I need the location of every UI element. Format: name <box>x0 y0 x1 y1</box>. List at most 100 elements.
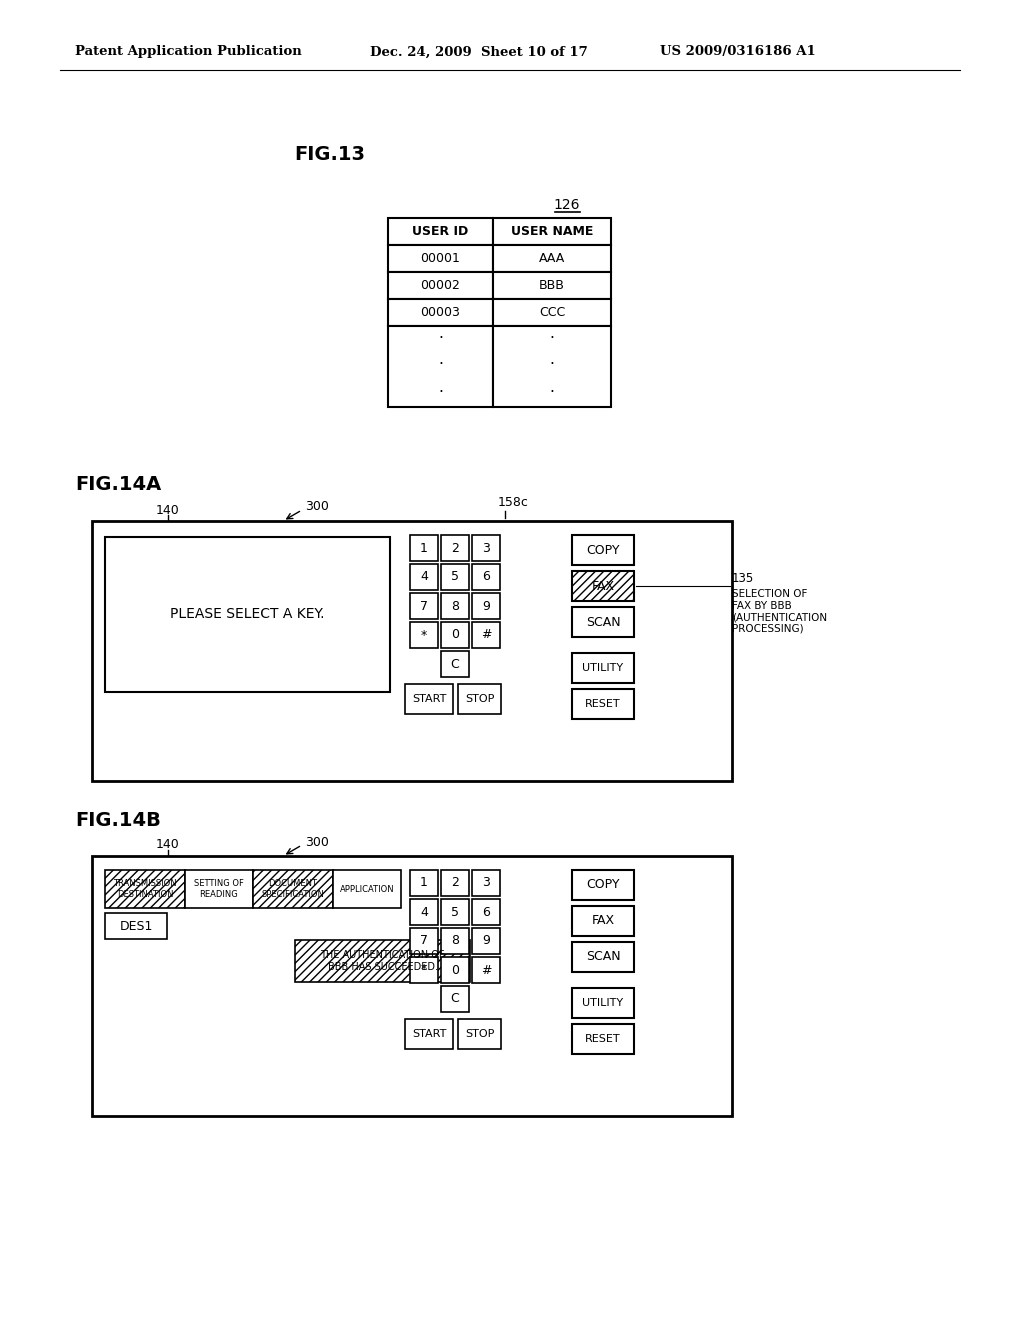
Bar <box>472 564 500 590</box>
Text: START: START <box>412 694 446 704</box>
Text: #: # <box>480 628 492 642</box>
Text: USER NAME: USER NAME <box>511 224 593 238</box>
Bar <box>410 593 438 619</box>
Text: SELECTION OF
FAX BY BBB
(AUTHENTICATION
PROCESSING): SELECTION OF FAX BY BBB (AUTHENTICATION … <box>732 589 827 634</box>
Bar <box>458 684 501 714</box>
Text: ·: · <box>550 384 554 400</box>
Text: FIG.14A: FIG.14A <box>75 475 161 495</box>
Text: 9: 9 <box>482 599 489 612</box>
Text: FIG.14B: FIG.14B <box>75 810 161 829</box>
Text: ·: · <box>550 330 554 346</box>
Bar <box>572 535 634 565</box>
Bar <box>406 1019 453 1049</box>
Text: AAA: AAA <box>539 252 565 265</box>
Text: SETTING OF
READING: SETTING OF READING <box>195 879 244 899</box>
Text: ·: · <box>550 358 554 372</box>
Text: 7: 7 <box>420 935 428 948</box>
Text: #: # <box>480 964 492 977</box>
Text: STOP: STOP <box>465 1030 495 1039</box>
Bar <box>472 870 500 896</box>
Bar <box>572 987 634 1018</box>
Text: 5: 5 <box>451 570 459 583</box>
Bar <box>388 300 493 326</box>
Text: STOP: STOP <box>465 694 495 704</box>
Text: 1: 1 <box>420 541 428 554</box>
Bar <box>572 1024 634 1053</box>
Text: SCAN: SCAN <box>586 950 621 964</box>
Text: 140: 140 <box>156 838 180 851</box>
Text: 0: 0 <box>451 628 459 642</box>
Bar <box>410 564 438 590</box>
Text: *: * <box>421 964 427 977</box>
Text: 00003: 00003 <box>421 306 461 319</box>
Bar <box>441 622 469 648</box>
Bar <box>441 957 469 983</box>
Bar <box>458 1019 501 1049</box>
Bar <box>472 622 500 648</box>
Bar <box>410 870 438 896</box>
Bar <box>253 870 333 908</box>
Text: 8: 8 <box>451 935 459 948</box>
Text: C: C <box>451 993 460 1006</box>
Bar <box>572 689 634 719</box>
Text: FAX: FAX <box>592 579 614 593</box>
Bar <box>410 535 438 561</box>
Bar <box>472 535 500 561</box>
Bar <box>388 246 493 272</box>
Text: 126: 126 <box>554 198 581 213</box>
Bar <box>105 870 185 908</box>
Text: 5: 5 <box>451 906 459 919</box>
Bar <box>572 653 634 682</box>
Bar <box>441 535 469 561</box>
Text: FAX: FAX <box>592 915 614 928</box>
Text: UTILITY: UTILITY <box>583 998 624 1008</box>
Text: 4: 4 <box>420 570 428 583</box>
Text: 3: 3 <box>482 541 489 554</box>
Text: 300: 300 <box>305 836 329 849</box>
Text: DES1: DES1 <box>120 920 153 932</box>
Bar <box>410 957 438 983</box>
Text: START: START <box>412 1030 446 1039</box>
Bar <box>388 218 493 246</box>
Text: 3: 3 <box>482 876 489 890</box>
Text: DOCUMENT
SPECIFICATION: DOCUMENT SPECIFICATION <box>261 879 325 899</box>
Text: CCC: CCC <box>539 306 565 319</box>
Bar <box>493 326 611 407</box>
Bar <box>441 899 469 925</box>
Text: 2: 2 <box>451 876 459 890</box>
Text: PLEASE SELECT A KEY.: PLEASE SELECT A KEY. <box>170 607 325 622</box>
Bar <box>472 593 500 619</box>
Bar <box>406 684 453 714</box>
Text: Patent Application Publication: Patent Application Publication <box>75 45 302 58</box>
Bar <box>185 870 253 908</box>
Text: 9: 9 <box>482 935 489 948</box>
Text: USER ID: USER ID <box>413 224 469 238</box>
Text: 4: 4 <box>420 906 428 919</box>
Bar <box>572 607 634 638</box>
Text: Dec. 24, 2009  Sheet 10 of 17: Dec. 24, 2009 Sheet 10 of 17 <box>370 45 588 58</box>
Text: 0: 0 <box>451 964 459 977</box>
Text: BBB: BBB <box>539 279 565 292</box>
Bar <box>493 218 611 246</box>
Bar <box>441 870 469 896</box>
Text: FIG.13: FIG.13 <box>295 145 366 165</box>
Text: 8: 8 <box>451 599 459 612</box>
Text: ·: · <box>438 330 443 346</box>
Bar <box>333 870 401 908</box>
Bar <box>441 564 469 590</box>
Text: 300: 300 <box>305 500 329 513</box>
Text: TRANSMISSION
DESTINATION: TRANSMISSION DESTINATION <box>114 879 177 899</box>
Text: 6: 6 <box>482 906 489 919</box>
Text: 1: 1 <box>420 876 428 890</box>
Text: COPY: COPY <box>587 879 620 891</box>
Bar <box>572 870 634 900</box>
Text: US 2009/0316186 A1: US 2009/0316186 A1 <box>660 45 816 58</box>
Bar <box>572 906 634 936</box>
Text: 00001: 00001 <box>421 252 461 265</box>
Bar <box>441 986 469 1012</box>
Text: *: * <box>421 628 427 642</box>
Text: 6: 6 <box>482 570 489 583</box>
Bar <box>410 622 438 648</box>
Bar <box>572 572 634 601</box>
Bar <box>472 928 500 954</box>
